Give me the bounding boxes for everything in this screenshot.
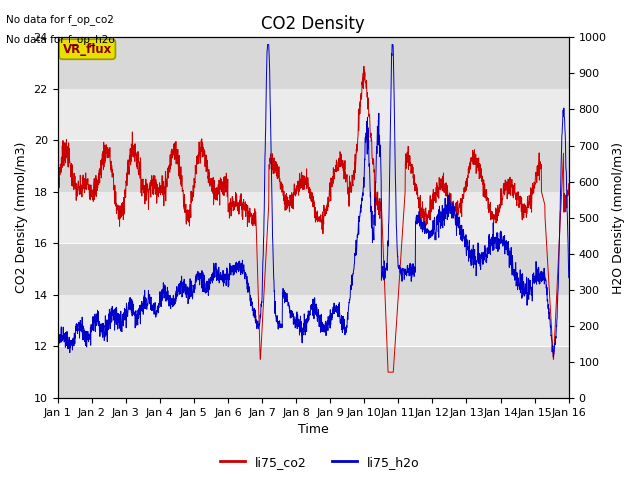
X-axis label: Time: Time [298, 423, 328, 436]
Text: No data for f_op_h2o: No data for f_op_h2o [6, 34, 115, 45]
Y-axis label: H2O Density (mmol/m3): H2O Density (mmol/m3) [612, 142, 625, 294]
Bar [58, 140, 569, 192]
Legend: li75_co2, li75_h2o: li75_co2, li75_h2o [215, 451, 425, 474]
Bar [58, 243, 569, 295]
Text: No data for f_op_co2: No data for f_op_co2 [6, 14, 115, 25]
Bar [58, 347, 569, 398]
Bar [58, 37, 569, 89]
Title: CO2 Density: CO2 Density [261, 15, 365, 33]
Y-axis label: CO2 Density (mmol/m3): CO2 Density (mmol/m3) [15, 142, 28, 293]
Text: VR_flux: VR_flux [63, 43, 112, 56]
